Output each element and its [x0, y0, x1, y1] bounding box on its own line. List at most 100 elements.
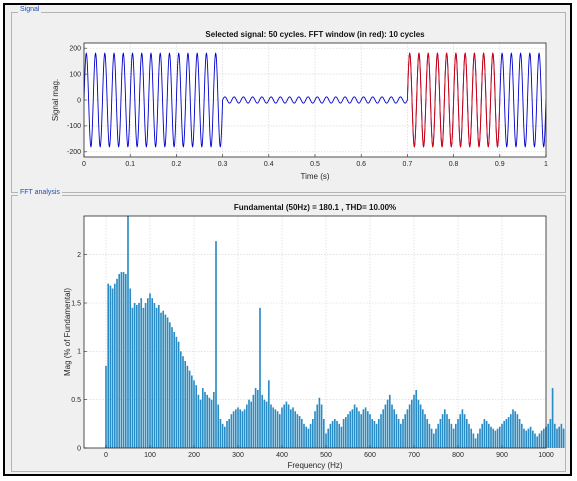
x-tick-label: 0.4	[264, 161, 274, 168]
fft-bar	[107, 283, 110, 448]
powergui-fft-window: Signal 0 0.1 0.2 0.3 0.4 0.5 0.6 0.7 0.8 0.9 1 -200…	[3, 3, 572, 476]
fft-bar	[120, 272, 123, 448]
fft-bar	[483, 419, 486, 448]
fft-bar	[417, 399, 420, 448]
fft-bar	[331, 420, 334, 448]
x-tick-label: 0	[104, 452, 108, 459]
fft-bar	[272, 407, 275, 448]
x-tick-label: 700	[408, 452, 420, 459]
fft-bar	[122, 272, 125, 448]
fft-bar	[465, 419, 468, 448]
fft-bar	[219, 419, 222, 448]
x-tick-label: 0.5	[310, 161, 320, 168]
fft-bar	[507, 417, 510, 448]
fft-bar	[250, 401, 253, 448]
fft-bar	[424, 414, 426, 448]
fft-bar	[369, 414, 371, 448]
fft-bar	[111, 288, 114, 448]
fft-bar	[274, 409, 277, 448]
fft-bar	[375, 423, 378, 448]
fft-bar	[441, 414, 444, 448]
x-tick-label: 500	[320, 452, 332, 459]
fft-bar	[419, 404, 422, 448]
fft-bar	[113, 283, 116, 448]
fft-bar	[305, 426, 308, 448]
x-tick-label: 0.9	[495, 161, 505, 168]
fft-bar	[448, 419, 451, 448]
fft-bar	[518, 419, 521, 448]
y-tick-label: 0	[77, 97, 81, 104]
x-tick-label: 200	[188, 452, 200, 459]
fft-bar	[479, 428, 481, 448]
y-axis-label: Mag (% of Fundamental)	[63, 288, 72, 376]
signal-series-full-segment	[84, 52, 224, 148]
fft-bar	[226, 420, 228, 448]
fft-bar	[329, 423, 332, 448]
fft-bar	[391, 404, 393, 448]
x-tick-label: 0.6	[356, 161, 366, 168]
fft-bar	[199, 399, 202, 448]
signal-series-full-segment	[222, 96, 408, 104]
fft-bar	[432, 433, 435, 448]
y-axis-label: Signal mag.	[51, 79, 60, 121]
x-tick-label: 100	[144, 452, 156, 459]
fft-bar	[265, 401, 268, 448]
fft-bar-chart: 0 100 200 300 400 500 600 700 800 900 1000 0 0.5 1 1.5…	[63, 203, 569, 470]
fft-bar	[364, 407, 367, 448]
y-tick-label: -100	[67, 123, 81, 130]
fft-bar	[360, 414, 363, 448]
fft-bar	[221, 423, 224, 448]
fft-bar	[553, 423, 556, 448]
fft-bar	[333, 419, 336, 448]
fft-bar	[298, 416, 301, 448]
fft-bar	[261, 394, 264, 448]
fft-bar	[153, 303, 156, 448]
signal-panel: Signal 0 0.1 0.2 0.3 0.4 0.5 0.6 0.7 0.8 0.9 1 -200…	[11, 6, 566, 193]
fft-bar	[459, 414, 462, 448]
fft-bar	[336, 420, 338, 448]
fft-bar	[547, 423, 550, 448]
fft-bar	[397, 419, 400, 448]
fft-bar	[534, 433, 536, 448]
fft-bar	[307, 428, 310, 448]
fft-bar	[195, 385, 198, 448]
fft-bar	[516, 414, 519, 448]
fft-bar	[351, 409, 354, 448]
fft-bar	[476, 433, 479, 448]
fft-bar	[162, 310, 165, 448]
x-tick-label: 0.7	[403, 161, 413, 168]
x-tick-label: 1000	[538, 452, 554, 459]
fft-bar	[184, 361, 187, 448]
fft-bar	[509, 414, 512, 448]
fft-bar	[278, 414, 281, 448]
y-tick-label: 200	[69, 46, 81, 53]
fft-bar	[395, 414, 398, 448]
x-axis-label: Frequency (Hz)	[287, 461, 342, 470]
fft-bar	[490, 426, 492, 448]
fft-bar	[292, 407, 294, 448]
fft-bar	[413, 394, 415, 448]
x-tick-label: 300	[232, 452, 244, 459]
fft-bar	[135, 304, 138, 448]
fft-bar	[186, 365, 189, 448]
fft-bar	[426, 419, 429, 448]
y-tick-label: 2	[77, 252, 81, 259]
chart-title: Fundamental (50Hz) = 180.1 , THD= 10.00%	[234, 203, 396, 212]
fft-bar	[538, 433, 541, 448]
fft-bar	[402, 419, 404, 448]
fft-bar	[384, 404, 387, 448]
fft-bar	[340, 426, 343, 448]
y-tick-label: 0	[77, 445, 81, 452]
fft-bar	[175, 336, 178, 448]
fft-bar	[173, 332, 176, 448]
signal-plot: 0 0.1 0.2 0.3 0.4 0.5 0.6 0.7 0.8 0.9 1 -200 -100 0 10…	[51, 30, 548, 181]
fft-bar	[430, 428, 433, 448]
fft-bar	[124, 274, 127, 448]
fft-bar	[142, 307, 145, 448]
x-tick-label: 800	[452, 452, 464, 459]
fft-bar	[294, 411, 297, 448]
fft-bar	[252, 394, 255, 448]
fft-bar	[283, 404, 286, 448]
chart-title: Selected signal: 50 cycles. FFT window (…	[205, 30, 425, 39]
fft-bar	[131, 307, 134, 448]
